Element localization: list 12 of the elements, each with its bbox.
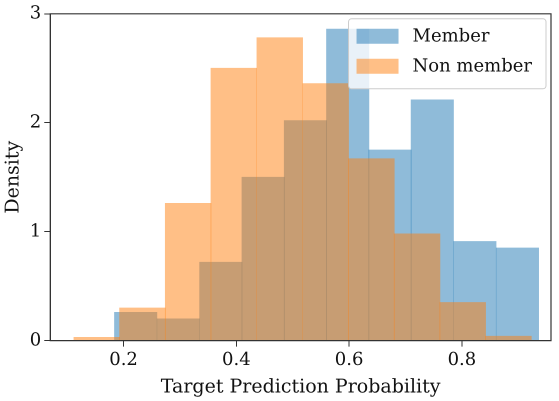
x-tick-label: 0.8 [448,349,476,370]
x-tick-label: 0.2 [109,349,138,370]
x-tick-label: 0.6 [334,349,364,370]
y-tick-label: 2 [30,111,42,132]
legend-label: Non member [412,55,532,76]
legend-label: Member [412,25,490,46]
y-tick-label: 3 [30,2,42,24]
y-axis-title: Density [1,140,24,214]
y-tick-label: 0 [30,329,42,350]
y-tick-label: 1 [30,220,42,242]
x-axis-title: Target Prediction Probability [160,376,441,398]
x-tick-label: 0.4 [222,349,251,370]
